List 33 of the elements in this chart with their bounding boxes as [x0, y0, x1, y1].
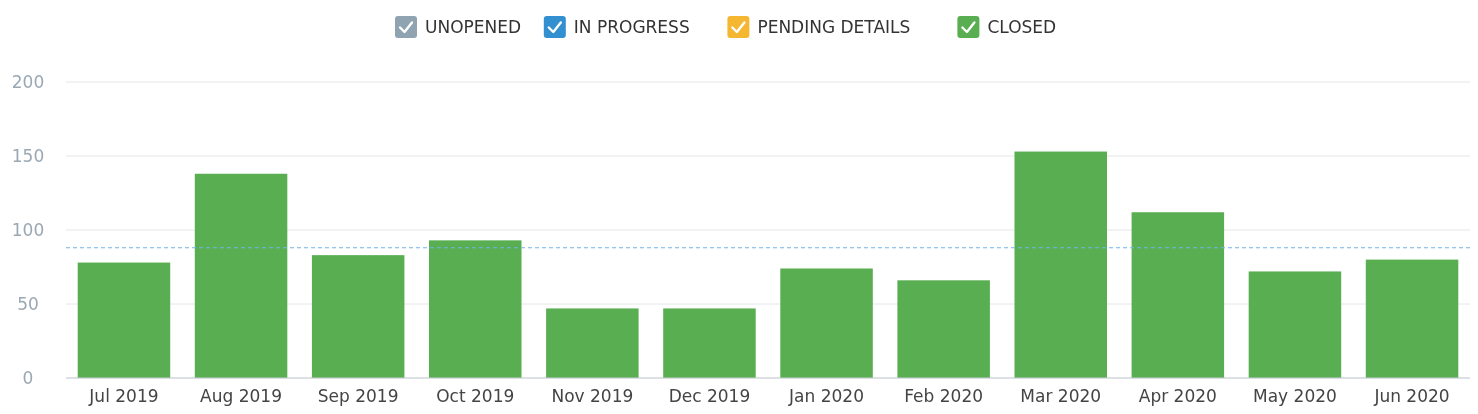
x-tick-label: Feb 2020	[904, 386, 984, 406]
bar	[1365, 259, 1459, 378]
x-tick-label: Jun 2020	[1373, 386, 1450, 406]
y-tick-label: 200	[11, 71, 45, 92]
bar	[546, 308, 639, 378]
bar	[77, 262, 171, 378]
x-tick-label: Mar 2020	[1020, 386, 1102, 406]
legend-label: UNOPENED	[425, 17, 522, 37]
x-tick-label: Jan 2020	[788, 386, 864, 406]
bar	[1248, 271, 1342, 378]
legend-label: IN PROGRESS	[573, 17, 690, 37]
bar	[194, 173, 288, 378]
bar	[1014, 151, 1107, 378]
x-tick-label: Jul 2019	[88, 386, 159, 406]
x-tick-label: Apr 2020	[1138, 386, 1217, 406]
x-tick-label: Dec 2019	[668, 386, 751, 406]
x-tick-label: Oct 2019	[436, 386, 515, 406]
bar	[780, 268, 873, 378]
x-tick-label: May 2020	[1253, 386, 1337, 406]
bar	[1131, 212, 1225, 378]
y-tick-label: 0	[22, 367, 34, 388]
legend-label: PENDING DETAILS	[757, 17, 911, 37]
x-tick-label: Nov 2019	[551, 386, 634, 406]
bar	[311, 255, 405, 378]
x-tick-label: Sep 2019	[317, 386, 399, 406]
x-tick-label: Aug 2019	[200, 386, 282, 406]
bar	[897, 280, 990, 378]
bar	[429, 240, 522, 378]
bar	[663, 308, 756, 378]
y-tick-label: 100	[11, 219, 45, 240]
y-tick-label: 150	[11, 145, 45, 166]
y-tick-label: 50	[17, 293, 39, 314]
legend-label: CLOSED	[987, 17, 1057, 37]
